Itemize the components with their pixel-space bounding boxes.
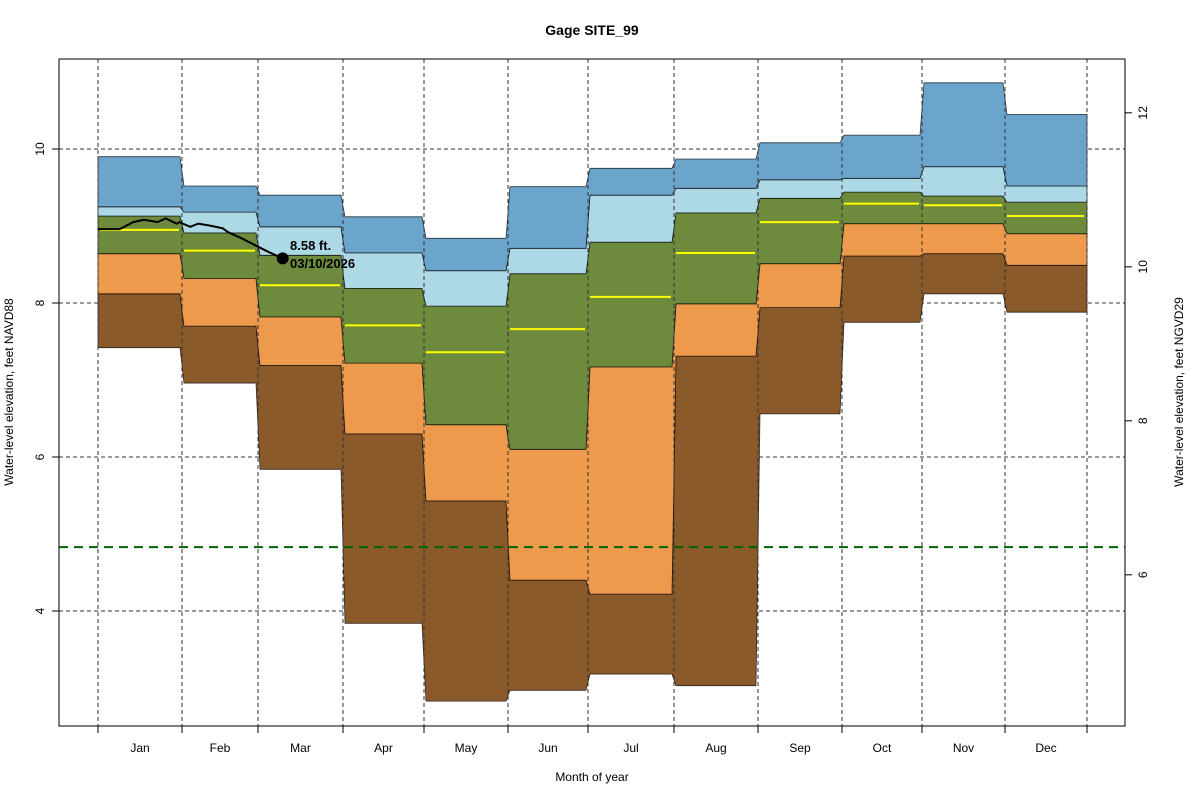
x-tick-label-jun: Jun	[538, 741, 557, 755]
y-tick-label-left: 8	[33, 299, 47, 306]
y-axis-label-left: Water-level elevation, feet NAVD88	[2, 298, 16, 486]
percentile-bands	[97, 82, 1088, 702]
y-tick-label-right: 6	[1136, 571, 1150, 578]
y-tick-label-left: 4	[33, 607, 47, 614]
latest-date-label: 03/10/2026	[290, 256, 355, 271]
y-tick-label-left: 10	[33, 142, 47, 156]
x-axis-label: Month of year	[555, 770, 628, 784]
recent-water-level-line	[98, 217, 284, 260]
x-tick-label-may: May	[455, 741, 478, 755]
x-tick-label-oct: Oct	[873, 741, 892, 755]
y-axis-label-right: Water-level elevation, feet NGVD29	[1172, 297, 1186, 487]
x-tick-label-dec: Dec	[1035, 741, 1056, 755]
chart-title: Gage SITE_99	[545, 22, 639, 38]
x-tick-label-sep: Sep	[789, 741, 811, 755]
x-tick-label-mar: Mar	[290, 741, 311, 755]
x-tick-label-jan: Jan	[130, 741, 149, 755]
recent-water-level	[98, 217, 289, 265]
x-tick-label-nov: Nov	[953, 741, 974, 755]
y-tick-label-right: 10	[1136, 260, 1150, 274]
axes: 4 6 8 10 6 8 10 12 Jan Feb Mar Apr May Jun Jul Aug Sep Oc…	[33, 106, 1150, 755]
latest-value-marker	[276, 252, 289, 265]
plot-frame	[58, 58, 1126, 727]
x-tick-label-feb: Feb	[210, 741, 231, 755]
month-gridlines	[97, 59, 1088, 726]
x-tick-label-aug: Aug	[705, 741, 726, 755]
y-tick-label-left: 6	[33, 453, 47, 460]
median-lines	[100, 202, 1084, 354]
y-tick-label-right: 8	[1136, 417, 1150, 424]
x-tick-label-jul: Jul	[623, 741, 638, 755]
latest-value-label: 8.58 ft.	[290, 238, 331, 253]
y-tick-label-right: 12	[1136, 106, 1150, 120]
x-tick-label-apr: Apr	[374, 741, 393, 755]
